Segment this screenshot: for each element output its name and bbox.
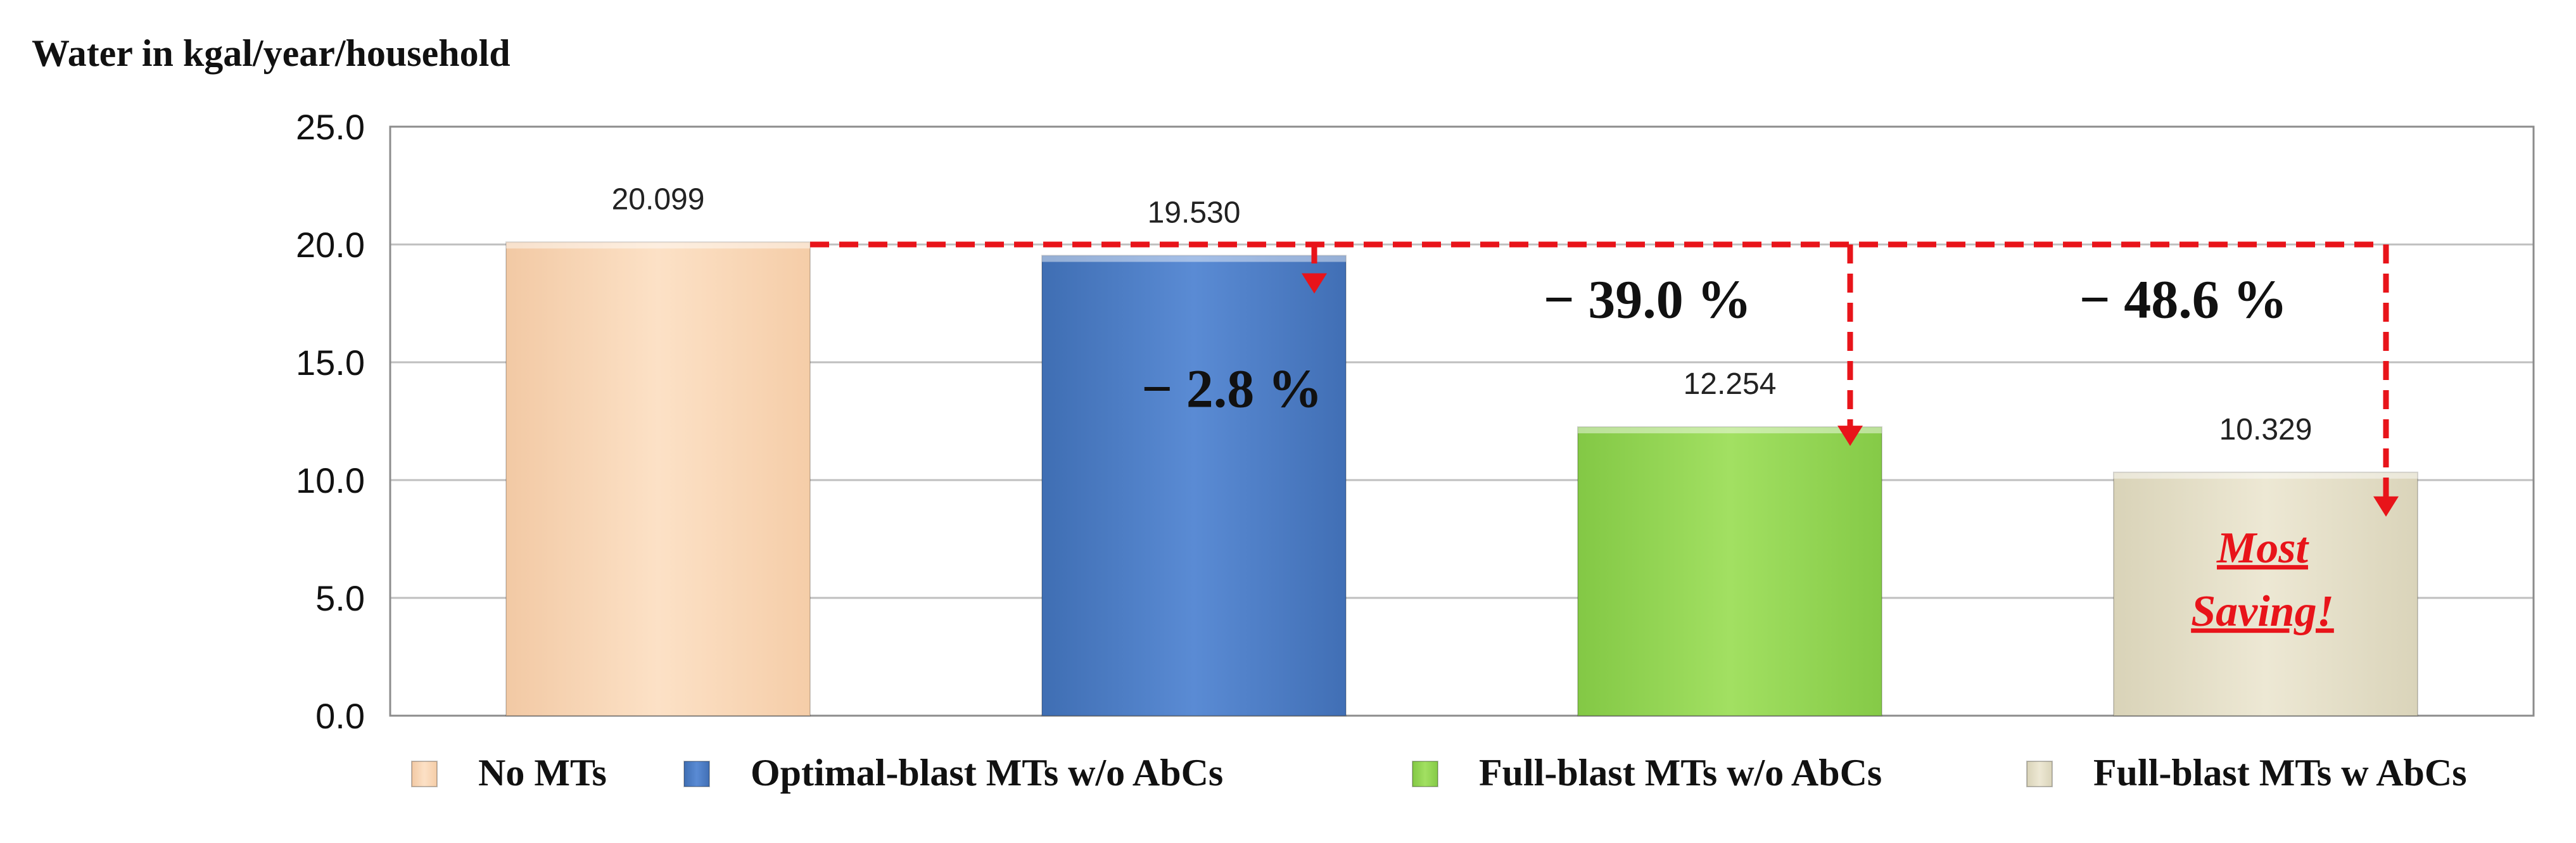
reduction-labels: − 2.8 % − 39.0 % − 48.6 % [1141, 269, 2287, 419]
legend-swatch-0 [411, 761, 438, 787]
legend-swatch-3 [2026, 761, 2053, 787]
legend-label-2: Full-blast MTs w/o AbCs [1479, 752, 1882, 794]
y-tick-label-3: 15.0 [296, 343, 365, 383]
most-saving-annotation: Most Saving! [2191, 524, 2334, 636]
annotation-line-0: Most [2216, 524, 2309, 573]
arrowhead-1 [1302, 273, 1327, 294]
bar-top-highlight-0 [506, 242, 810, 249]
data-labels: 20.099 19.530 12.254 10.329 [612, 182, 2313, 446]
data-label-2: 12.254 [1684, 367, 1777, 401]
plot-area-border [389, 125, 2535, 717]
data-label-0: 20.099 [612, 182, 705, 216]
y-tick-label-1: 5.0 [315, 578, 365, 618]
y-tick-label-0: 0.0 [315, 696, 365, 736]
legend-label-3: Full-blast MTs w AbCs [2093, 752, 2467, 794]
reduction-label-3: − 48.6 % [2079, 269, 2288, 329]
bar-1 [1041, 255, 1347, 716]
bar-top-highlight-1 [1042, 255, 1346, 262]
legend: No MTs Optimal-blast MTs w/o AbCs Full-bla… [411, 752, 2467, 794]
legend-label-1: Optimal-blast MTs w/o AbCs [751, 752, 1223, 794]
bar-3 [2113, 471, 2418, 716]
arrowhead-3 [2373, 496, 2399, 517]
data-label-1: 19.530 [1148, 196, 1241, 229]
reduction-label-1: − 2.8 % [1141, 358, 1323, 419]
bar-0 [505, 241, 811, 716]
bar-2 [1577, 426, 1882, 716]
y-tick-label-5: 25.0 [296, 107, 365, 147]
annotation-line-1: Saving! [2191, 587, 2334, 636]
legend-swatch-1 [683, 761, 710, 787]
y-axis-tick-labels: 0.0 5.0 10.0 15.0 20.0 25.0 [296, 107, 365, 736]
bar-top-highlight-2 [1578, 427, 1882, 434]
reduction-arrows [810, 241, 2399, 517]
legend-label-0: No MTs [478, 752, 607, 794]
y-tick-label-2: 10.0 [296, 460, 365, 500]
bar-top-highlight-3 [2114, 472, 2418, 479]
chart-title: Water in kgal/year/household [32, 32, 511, 74]
arrowhead-2 [1837, 426, 1863, 447]
bars [505, 241, 2418, 716]
data-label-3: 10.329 [2219, 413, 2313, 447]
y-tick-label-4: 20.0 [296, 225, 365, 265]
legend-swatch-2 [1412, 761, 1438, 787]
reduction-label-2: − 39.0 % [1544, 269, 1752, 329]
